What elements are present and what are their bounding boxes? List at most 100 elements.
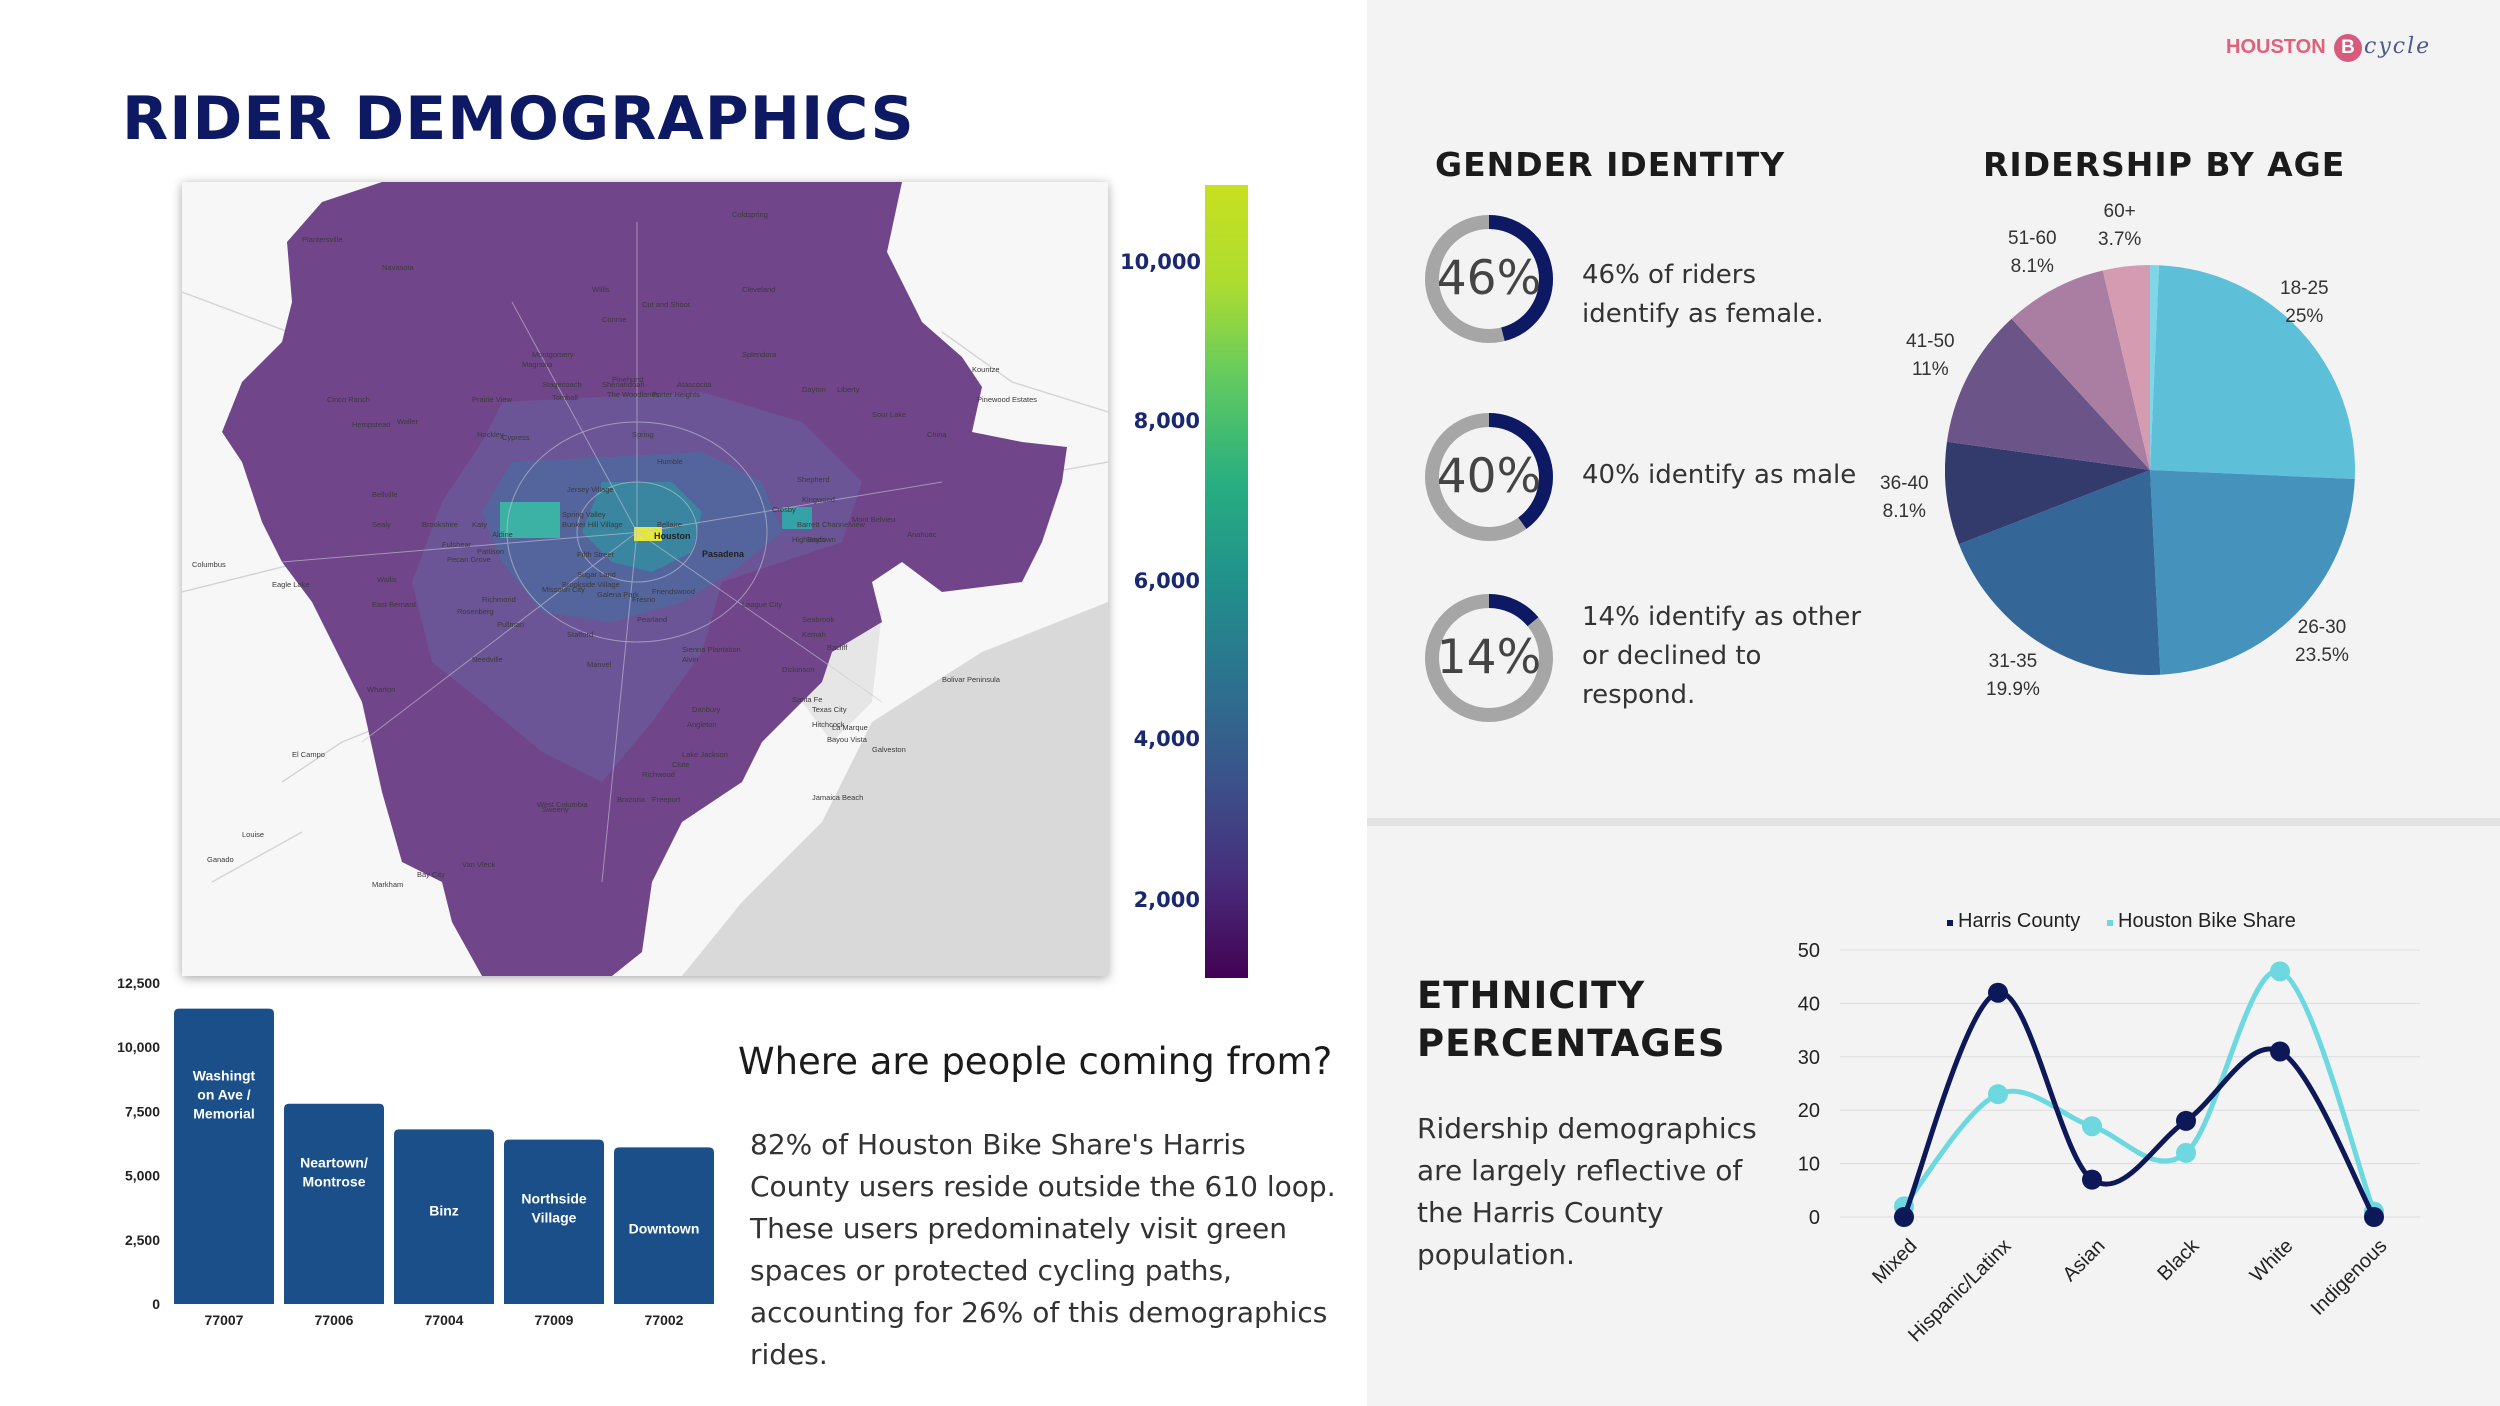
series-point (2082, 1169, 2102, 1190)
donut-progress (1425, 413, 1553, 541)
gender-donut-male: 40% (1424, 412, 1554, 542)
x-tick-label: Mixed (1868, 1235, 1921, 1288)
map-place-label: Lake Jackson (682, 750, 728, 759)
map-svg: Houston Pasadena Katy Sugar Land Pearland Lea… (182, 182, 1108, 976)
y-tick-label: 30 (1798, 1047, 1820, 1069)
donut-progress (1425, 594, 1553, 722)
pie-slice (1945, 441, 2150, 545)
pie-label-name: 41-50 (1906, 331, 1955, 352)
ethnicity-paragraph: Ridership demographics are largely refle… (1417, 1112, 1757, 1271)
donut-ring (1425, 413, 1553, 541)
map-place-label: Bunker Hill Village (562, 520, 623, 529)
map-place-label: Wharton (367, 685, 395, 694)
map-place-label: Richwood (642, 770, 675, 779)
map-place-label: Baytown (807, 535, 836, 544)
map-place-label: El Campo (292, 750, 325, 759)
map-place-label: Needville (472, 655, 503, 664)
series-point (2270, 1041, 2290, 1062)
y-tick-label: 50 (1798, 940, 1820, 962)
pie-slice (2150, 265, 2355, 480)
gender-text-other: 14% identify as other or declined to res… (1582, 602, 1862, 710)
gender-donut-other: 14% (1424, 593, 1554, 723)
zip-bar-label: Memorial (193, 1106, 254, 1122)
zip-bar-label: Village (532, 1210, 577, 1226)
map-place-label: Hitchcock (812, 720, 845, 729)
zip-bar (174, 1008, 274, 1304)
map-place-label: Highlands (792, 535, 826, 544)
zip-bar (394, 1129, 494, 1304)
series-point (2364, 1207, 2384, 1227)
map-place-label: Cleveland (742, 285, 775, 294)
map-place-label: Coldspring (732, 210, 768, 219)
map-place-label: Magnolia (522, 360, 553, 369)
map-place-label: Columbus (192, 560, 226, 569)
x-tick-label: Indigenous (2307, 1235, 2392, 1320)
zip-bar (504, 1139, 604, 1304)
pie-label-pct: 23.5% (2295, 645, 2349, 666)
zip-bar-label: Montrose (303, 1174, 366, 1190)
series-point (1894, 1207, 1914, 1227)
map-place-label: Fifth Street (577, 550, 615, 559)
map-place-label: Pasadena (702, 549, 745, 559)
map-place-label: Katy (472, 520, 487, 529)
pie-label-31-35: 31-35 19.9% (1986, 648, 2040, 704)
map-place-label: East Bernard (372, 600, 416, 609)
map-place-label: Fulshear (442, 540, 472, 549)
pie-label-pct: 11% (1911, 359, 1949, 380)
map-place-label: Kingwood (802, 495, 835, 504)
map-place-label: Pattison (477, 547, 504, 556)
gulf-water (682, 602, 1108, 976)
page-title: RIDER DEMOGRAPHICS (122, 84, 915, 154)
pie-label-name: 18-25 (2280, 278, 2329, 299)
zip-code-bar-chart: 12,500 10,000 7,500 5,000 2,500 0 Washingt on A… (117, 975, 714, 1328)
map-place-label: Pecan Grove (447, 555, 491, 564)
map-place-label: Dickinson (782, 665, 815, 674)
map-place-label: Houston (654, 531, 691, 541)
map-place-label: Sour Lake (872, 410, 906, 419)
map-place-label: Friendswood (652, 587, 695, 596)
donut-ring (1425, 215, 1553, 343)
logo-word: HOUSTON (2226, 36, 2326, 58)
zip-code-label: 77009 (535, 1312, 574, 1328)
donut-percent: 14% (1436, 630, 1542, 685)
map-place-label: Plantersville (302, 235, 342, 244)
map-place-label: Van Vleck (462, 860, 495, 869)
map-place-label: Brazoria (617, 795, 646, 804)
high-density-east (782, 507, 812, 529)
map-place-label: Markham (372, 880, 403, 889)
zip-code-label: 77006 (315, 1312, 354, 1328)
houston-bcycle-logo: HOUSTON B cycle (2226, 30, 2466, 70)
zip-bar-label: on Ave / (197, 1087, 251, 1103)
map-place-label: Montgomery (532, 350, 574, 359)
map-place-label: Splendora (742, 350, 777, 359)
gender-text-female: 46% of riders identify as female. (1582, 260, 1824, 329)
map-place-label: Porter Heights (652, 390, 700, 399)
series-point (2082, 1116, 2102, 1137)
map-place-label: Sweeny (542, 805, 569, 814)
map-place-label: Bolivar Peninsula (942, 675, 1001, 684)
pie-slice (2102, 265, 2150, 470)
map-place-label: Brookshire (422, 520, 458, 529)
zip-code-label: 77002 (645, 1312, 684, 1328)
map-place-label: Clute (672, 760, 690, 769)
map-place-label: Crosby (772, 505, 796, 514)
legend-label: Houston Bike Share (2118, 910, 2296, 932)
ethnicity-heading-line: PERCENTAGES (1417, 1022, 1726, 1065)
map-place-label: Santa Fe (792, 695, 822, 704)
pie-label-pct: 3.7% (2098, 229, 2142, 250)
pie-label-18-25: 18-25 25% (2280, 275, 2329, 331)
colorbar-label: 6,000 (1133, 569, 1200, 593)
map-place-label: Missouri City (542, 585, 585, 594)
series-point (2270, 961, 2290, 982)
colorbar-label: 10,000 (1120, 250, 1202, 274)
map-place-label: Prairie View (472, 395, 512, 404)
map-place-label: Jersey Village (567, 485, 614, 494)
bar-y-tick: 12,500 (117, 975, 160, 991)
pie-label-41-50: 41-50 11% (1906, 328, 1955, 384)
y-tick-label: 40 (1798, 993, 1820, 1015)
pie-label-name: 31-35 (1988, 651, 2038, 672)
map-place-label: Hempstead (352, 420, 390, 429)
map-place-label: Pearland (637, 615, 667, 624)
map-place-label: Kemah (802, 630, 826, 639)
